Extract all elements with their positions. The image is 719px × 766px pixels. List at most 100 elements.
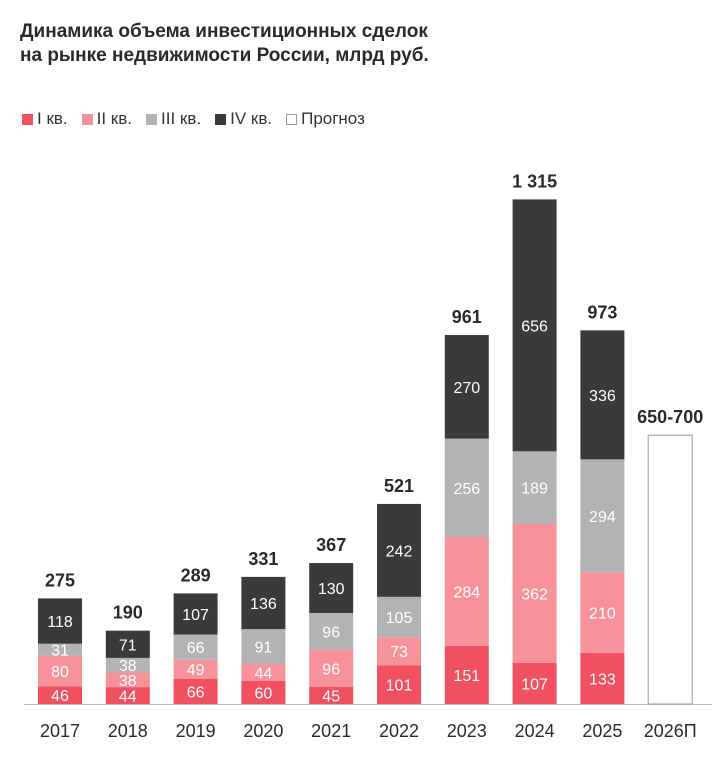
segment-label-2025-q1: 133 [589, 671, 616, 688]
bar-segment-2023-q4 [444, 334, 489, 439]
bar-segment-2024-q2 [512, 523, 557, 663]
bar-segment-2025-q1 [580, 652, 625, 704]
bar-segment-2022-q1 [377, 665, 421, 704]
bar-segment-2020-q1 [241, 680, 286, 704]
segment-label-2017-q2: 80 [51, 664, 69, 681]
bar-segment-2025-q2 [580, 572, 625, 653]
segment-label-2024-q3: 189 [521, 481, 548, 498]
legend: I кв. II кв. III кв. IV кв. Прогноз [22, 109, 379, 129]
total-label-2018: 190 [113, 603, 143, 623]
bar-segment-2022-q4 [377, 503, 421, 597]
segment-label-2022-q3: 105 [386, 610, 413, 627]
bar-segment-2019-q4 [173, 593, 218, 635]
legend-swatch-q3 [146, 113, 158, 125]
segment-label-2021-q1: 45 [322, 688, 340, 705]
bar-segment-2021-q2 [309, 649, 354, 687]
bar-segment-2022-q2 [377, 637, 421, 666]
legend-label-q3: III кв. [161, 109, 202, 128]
segment-label-2019-q4: 107 [182, 607, 209, 624]
x-tick-label-2021: 2021 [311, 721, 351, 741]
total-label-2026П: 650-700 [637, 407, 703, 427]
legend-label-q2: II кв. [96, 109, 133, 128]
x-tick-label-2023: 2023 [447, 721, 487, 741]
total-label-2021: 367 [316, 535, 346, 555]
total-label-2017: 275 [45, 570, 75, 590]
legend-swatch-forecast [286, 113, 298, 125]
segment-label-2018-q1: 44 [119, 689, 137, 706]
legend-item-forecast: Прогноз [286, 109, 365, 129]
bar-segment-2023-q2 [444, 536, 489, 647]
segment-label-2025-q3: 294 [589, 509, 616, 526]
segment-label-2019-q3: 66 [187, 640, 205, 657]
legend-swatch-q2 [81, 113, 93, 125]
title-line-1: Динамика объема инвестиционных сделок [20, 21, 428, 42]
legend-swatch-q1 [22, 113, 33, 125]
x-tick-label-2019: 2019 [176, 721, 216, 741]
x-tick-label-2025: 2025 [582, 721, 622, 741]
segment-label-2018-q4: 71 [119, 637, 137, 654]
x-tick-label-2022: 2022 [379, 721, 419, 741]
x-tick-label-2020: 2020 [243, 721, 283, 741]
segment-label-2017-q3: 31 [51, 643, 69, 660]
chart-title: Динамика объема инвестиционных сделок на… [20, 20, 429, 68]
bar-segment-2024-q3 [512, 451, 557, 524]
bar-segment-2019-q2 [173, 659, 218, 679]
bar-segment-2019-q3 [173, 634, 218, 660]
segment-label-2023-q3: 256 [453, 481, 480, 498]
segment-label-2018-q3: 38 [119, 658, 137, 675]
segment-label-2022-q2: 73 [390, 644, 408, 661]
segment-label-2021-q2: 96 [322, 661, 340, 678]
bar-segment-2025-q4 [580, 330, 625, 460]
segment-label-2019-q2: 49 [187, 662, 205, 679]
segment-label-2024-q2: 362 [521, 586, 548, 603]
segment-label-2020-q3: 91 [255, 640, 273, 657]
legend-label-forecast: Прогноз [301, 109, 365, 128]
legend-item-q1: I кв. [22, 109, 68, 129]
bar-segment-2025-q3 [580, 459, 625, 573]
total-label-2025: 973 [587, 302, 617, 322]
total-label-2024: 1 315 [512, 171, 557, 191]
segment-label-2019-q1: 66 [187, 684, 205, 701]
bar-segment-2021-q1 [309, 686, 354, 704]
segment-label-2017-q4: 118 [47, 614, 73, 631]
x-tick-label-2017: 2017 [40, 721, 80, 741]
legend-item-q3: III кв. [146, 109, 201, 129]
segment-label-2024-q4: 656 [521, 318, 548, 335]
x-tick-label-2026П: 2026П [644, 721, 697, 741]
segment-label-2018-q2: 38 [119, 673, 137, 690]
segment-label-2022-q1: 101 [386, 678, 413, 695]
legend-label-q4: IV кв. [230, 109, 273, 128]
legend-swatch-q4 [215, 113, 227, 125]
bar-segment-2018-q3 [105, 657, 150, 673]
bar-segment-2023-q3 [444, 438, 489, 537]
bar-segment-2022-q3 [377, 596, 421, 638]
total-label-2020: 331 [248, 549, 278, 569]
bar-segment-2021-q4 [309, 563, 354, 613]
legend-item-q2: II кв. [81, 109, 133, 129]
segment-label-2017-q1: 46 [51, 688, 69, 705]
bar-segment-2023-q1 [444, 646, 489, 704]
segment-label-2023-q2: 284 [453, 584, 480, 601]
segment-label-2020-q4: 136 [250, 596, 277, 613]
bar-segment-2018-q2 [105, 672, 150, 688]
segment-label-2023-q1: 151 [453, 668, 480, 685]
segment-label-2020-q2: 44 [255, 666, 273, 683]
segment-label-2021-q3: 96 [322, 624, 340, 641]
bar-segment-2017-q2 [38, 655, 82, 687]
segment-label-2023-q4: 270 [453, 380, 480, 397]
segment-label-2025-q4: 336 [589, 388, 616, 405]
total-label-2022: 521 [384, 476, 414, 496]
bar-segment-2020-q2 [241, 664, 286, 681]
title-line-2: на рынке недвижимости России, млрд руб. [20, 45, 429, 66]
x-tick-label-2018: 2018 [108, 721, 148, 741]
x-tick-label-2024: 2024 [515, 721, 555, 741]
segment-label-2025-q2: 210 [589, 606, 616, 623]
bar-segment-2020-q3 [241, 629, 286, 665]
bar-segment-2018-q1 [105, 687, 150, 704]
segment-label-2021-q4: 130 [318, 581, 345, 598]
bar-segment-2017-q3 [38, 643, 82, 656]
total-label-2023: 961 [452, 307, 482, 327]
legend-label-q1: I кв. [37, 109, 68, 128]
bar-segment-2024-q4 [512, 199, 557, 452]
